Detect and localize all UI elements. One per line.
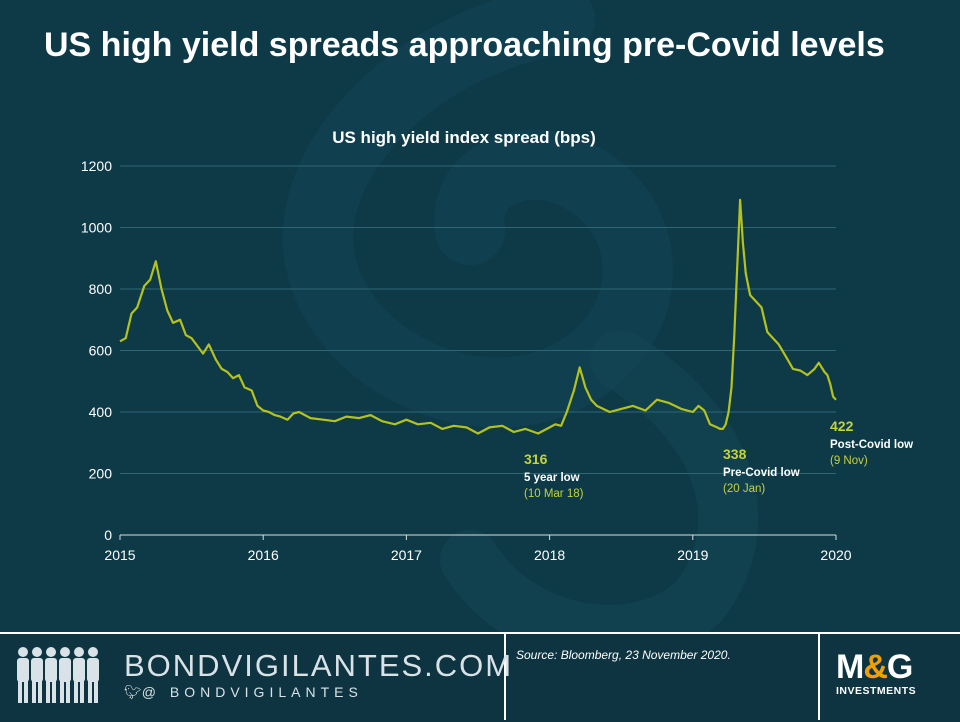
y-tick-label: 1000 xyxy=(81,220,112,236)
annotation-label: Pre-Covid low xyxy=(723,467,800,479)
annotation-label: Post-Covid low xyxy=(830,439,913,451)
logo-letter-m: M xyxy=(836,648,864,686)
background-swirl xyxy=(0,0,960,632)
y-tick-label: 400 xyxy=(89,404,113,420)
annotation: 422 Post-Covid low (9 Nov) xyxy=(830,418,913,467)
brand-handle-text: @ BONDVIGILANTES xyxy=(141,684,363,700)
footer-divider xyxy=(818,632,820,720)
annotation: 338 Pre-Covid low (20 Jan) xyxy=(723,446,800,495)
footer-divider xyxy=(504,632,506,720)
brand-name[interactable]: BONDVIGILANTES.COM xyxy=(124,648,514,683)
annotation-date: (20 Jan) xyxy=(723,483,765,495)
annotation-value: 338 xyxy=(723,446,747,462)
x-tick-label: 2019 xyxy=(677,547,708,563)
y-tick-label: 800 xyxy=(89,281,113,297)
logo-letter-g: G xyxy=(886,648,913,686)
y-tick-label: 1200 xyxy=(81,158,112,174)
annotation-value: 422 xyxy=(830,418,854,434)
x-tick-label: 2016 xyxy=(248,547,279,563)
line-chart: US high yield index spread (bps) 0 200 400… xyxy=(81,128,913,563)
people-silhouettes-icon xyxy=(17,647,99,703)
page-title: US high yield spreads approaching pre-Co… xyxy=(44,26,885,64)
footer xyxy=(0,632,960,722)
spread-series-line xyxy=(119,198,837,435)
annotation-label: 5 year low xyxy=(524,472,580,484)
mg-investments-logo: M&G INVESTMENTS xyxy=(836,650,946,697)
annotation: 316 5 year low (10 Mar 18) xyxy=(524,451,584,500)
y-tick-label: 600 xyxy=(89,343,113,359)
x-tick-label: 2017 xyxy=(391,547,422,563)
x-tick-label: 2018 xyxy=(534,547,565,563)
y-tick-label: 200 xyxy=(89,466,113,482)
logo-ampersand: & xyxy=(863,648,888,686)
logo-subtitle: INVESTMENTS xyxy=(836,685,917,697)
annotation-value: 316 xyxy=(524,451,548,467)
x-tick-label: 2020 xyxy=(820,547,851,563)
brand-handle[interactable]: 🐦︎@ BONDVIGILANTES xyxy=(124,684,363,701)
annotation-date: (9 Nov) xyxy=(830,455,868,467)
chart-title: US high yield index spread (bps) xyxy=(332,128,596,147)
annotation-date: (10 Mar 18) xyxy=(524,488,584,500)
y-tick-label: 0 xyxy=(104,527,112,543)
x-tick-label: 2015 xyxy=(104,547,135,563)
source-note: Source: Bloomberg, 23 November 2020. xyxy=(516,648,731,662)
twitter-icon: 🐦︎ xyxy=(124,684,142,700)
